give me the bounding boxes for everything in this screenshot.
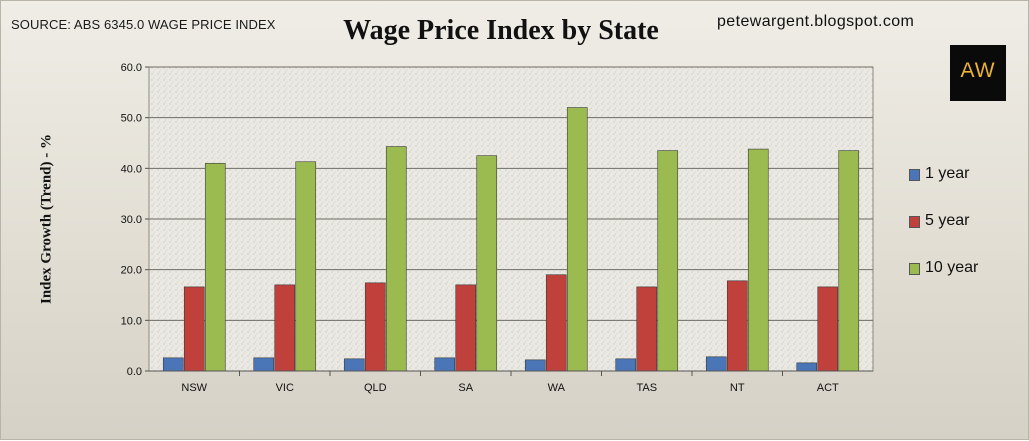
bar	[434, 357, 456, 372]
bar	[726, 280, 748, 372]
chart-title: Wage Price Index by State	[343, 15, 659, 46]
legend-swatch	[909, 169, 920, 181]
x-tick-label: NT	[730, 382, 745, 394]
x-tick-label: SA	[458, 382, 473, 394]
bar	[364, 282, 386, 372]
bar	[747, 148, 769, 372]
y-tick-label: 10.0	[121, 315, 142, 327]
y-tick-label: 30.0	[121, 214, 142, 226]
legend-swatch	[909, 263, 920, 275]
bar	[636, 286, 658, 372]
y-tick-label: 60.0	[121, 62, 142, 74]
x-tick-label: QLD	[364, 382, 387, 394]
bar	[274, 284, 296, 372]
bar	[796, 362, 818, 372]
bar	[838, 150, 860, 372]
bar	[204, 162, 226, 372]
site-name: petewargent.blogspot.com	[717, 13, 915, 30]
bar	[524, 359, 546, 372]
aw-logo: AW	[950, 45, 1006, 101]
y-tick-label: 50.0	[121, 113, 142, 125]
bar	[705, 356, 727, 372]
legend-label: 1 year	[925, 165, 970, 182]
bar	[455, 284, 477, 372]
y-tick-label: 40.0	[121, 163, 142, 175]
x-tick-label: WA	[548, 382, 566, 394]
bar	[162, 357, 184, 372]
bar	[183, 286, 205, 372]
bar	[817, 286, 839, 372]
x-tick-label: TAS	[636, 382, 657, 394]
bar	[657, 150, 679, 372]
legend-label: 5 year	[925, 212, 970, 229]
x-tick-label: VIC	[276, 382, 294, 394]
x-tick-label: ACT	[817, 382, 839, 394]
logo-text: AW	[960, 59, 996, 82]
bar	[545, 274, 567, 372]
legend-label: 10 year	[925, 259, 979, 276]
legend-swatch	[909, 216, 920, 228]
x-tick-label: NSW	[181, 382, 207, 394]
y-tick-label: 20.0	[121, 265, 142, 277]
bar	[566, 107, 588, 372]
bar	[295, 161, 317, 372]
bar	[615, 358, 637, 372]
bar	[476, 155, 498, 372]
bar	[343, 358, 365, 372]
y-tick-label: 0.0	[127, 366, 142, 378]
bar	[253, 357, 275, 372]
bar	[385, 146, 407, 372]
source-note: SOURCE: ABS 6345.0 WAGE PRICE INDEX	[11, 17, 276, 32]
